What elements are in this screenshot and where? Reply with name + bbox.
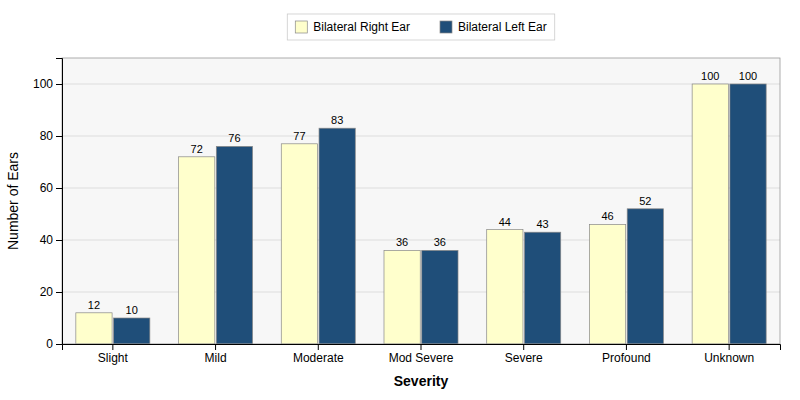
tick: 60	[40, 181, 62, 195]
bar	[281, 144, 317, 344]
bar	[422, 250, 458, 344]
data-label: 77	[293, 130, 305, 142]
data-label: 36	[396, 236, 408, 248]
tick-label: Profound	[602, 351, 651, 365]
tick-mark	[56, 188, 62, 189]
legend-frame	[287, 14, 554, 40]
legend: Bilateral Right Ear Bilateral Left Ear	[287, 14, 554, 40]
tick: 0	[46, 337, 62, 351]
legend-label: Bilateral Right Ear	[313, 20, 410, 34]
data-label: 76	[228, 132, 240, 144]
data-label: 44	[499, 216, 511, 228]
plot: 12 72 77 36 44 46 100 10 76 83 36 43 52 100 Slight Mild…	[33, 58, 781, 365]
tick-label: Severe	[505, 351, 543, 365]
legend-swatch	[295, 21, 307, 33]
tick-label: Mod Severe	[389, 351, 454, 365]
tick: Moderate	[293, 344, 344, 365]
tick-mark	[112, 344, 113, 350]
tick: Severe	[505, 344, 543, 365]
tick-label: Moderate	[293, 351, 344, 365]
tick-label: Mild	[205, 351, 227, 365]
tick: 20	[40, 285, 62, 299]
tick: 100	[33, 77, 62, 91]
legend-label: Bilateral Left Ear	[458, 20, 547, 34]
y-axis: 0 20 40 60 80 100	[33, 59, 63, 352]
legend-item: Bilateral Right Ear	[295, 20, 410, 34]
y-axis-title: Number of Ears	[5, 152, 21, 250]
bar	[487, 230, 523, 344]
bar	[179, 157, 215, 344]
data-label: 10	[126, 304, 138, 316]
bar-series	[114, 84, 767, 344]
tick-label: Slight	[98, 351, 129, 365]
data-label: 36	[434, 236, 446, 248]
bars	[76, 84, 766, 344]
x-axis: Slight Mild Moderate Mod Severe Severe Profou…	[63, 344, 781, 365]
tick-mark	[56, 292, 62, 293]
tick: Unknown	[704, 344, 754, 365]
tick: 80	[40, 129, 62, 143]
plot-frame	[62, 58, 780, 344]
bar	[319, 128, 355, 344]
tick-label: 100	[33, 77, 53, 91]
bar	[730, 84, 766, 344]
data-label: 100	[739, 70, 757, 82]
bar	[76, 313, 112, 344]
tick-mark	[421, 344, 422, 350]
tick: Slight	[98, 344, 129, 365]
data-label: 12	[88, 299, 100, 311]
legend-item: Bilateral Left Ear	[440, 20, 547, 34]
data-label: 72	[191, 143, 203, 155]
tick: Mild	[205, 344, 227, 365]
tick-mark	[56, 240, 62, 241]
tick-label: Unknown	[704, 351, 754, 365]
grid-line	[62, 136, 780, 137]
data-label: 52	[639, 195, 651, 207]
tick-mark	[56, 344, 62, 345]
tick: 40	[40, 233, 62, 247]
grid-line	[62, 292, 780, 293]
tick: Mod Severe	[389, 344, 454, 365]
bar	[627, 209, 663, 344]
x-axis-title: Severity	[394, 373, 449, 389]
tick-mark	[318, 344, 319, 350]
bar	[114, 318, 150, 344]
tick-mark	[523, 344, 524, 350]
tick-label: 20	[40, 285, 54, 299]
tick-mark	[215, 344, 216, 350]
plot-background	[62, 58, 780, 344]
data-label: 43	[536, 218, 548, 230]
grid-line	[62, 188, 780, 189]
tick-label: 40	[40, 233, 54, 247]
data-label: 83	[331, 114, 343, 126]
tick-label: 0	[46, 337, 53, 351]
axis-line	[56, 59, 63, 345]
tick-label: 80	[40, 129, 54, 143]
bar	[589, 224, 625, 344]
bar	[384, 250, 420, 344]
grid-line	[62, 240, 780, 241]
bar-series	[76, 84, 729, 344]
chart: 12 72 77 36 44 46 100 10 76 83 36 43 52 100 Slight Mild…	[0, 0, 800, 400]
tick-label: 60	[40, 181, 54, 195]
tick-mark	[56, 136, 62, 137]
tick-mark	[56, 84, 62, 85]
data-label: 46	[601, 210, 613, 222]
legend-swatch	[440, 21, 452, 33]
axis-line	[63, 345, 781, 351]
data-label: 100	[701, 70, 719, 82]
bar	[692, 84, 728, 344]
chart-container: 12 72 77 36 44 46 100 10 76 83 36 43 52 100 Slight Mild…	[0, 0, 800, 400]
bar	[524, 232, 560, 344]
grid-line	[62, 84, 780, 85]
tick-mark	[626, 344, 627, 350]
tick: Profound	[602, 344, 651, 365]
grid	[62, 84, 780, 344]
tick-mark	[729, 344, 730, 350]
bar	[216, 146, 252, 344]
data-labels: 12 72 77 36 44 46 100 10 76 83 36 43 52 100	[88, 70, 757, 316]
